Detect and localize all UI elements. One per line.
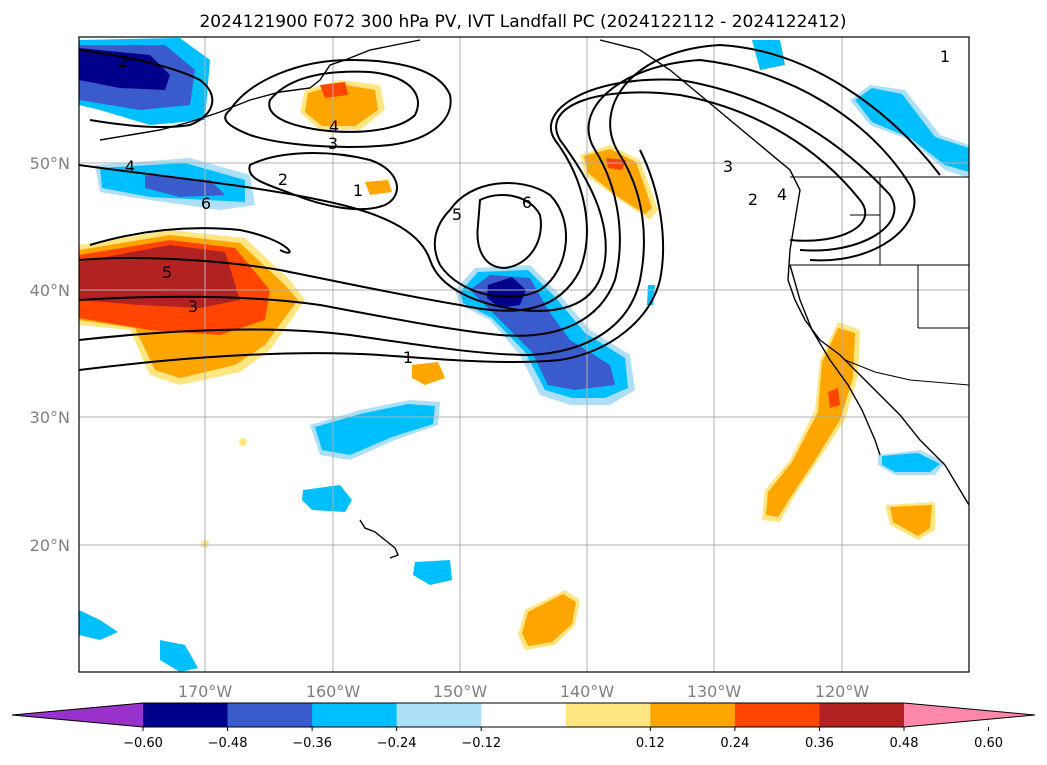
contour-3 (79, 58, 916, 337)
shade-pos-baja (766, 328, 855, 517)
coast-alaska-aleutians (99, 39, 421, 141)
border-us-mexico (844, 359, 969, 386)
contour-closed-48n (248, 152, 398, 211)
map-frame (78, 36, 970, 673)
shade-neg-mexico (882, 453, 940, 472)
shade-pos-goa (584, 149, 652, 214)
lat-label-30n: 30°N (30, 408, 70, 427)
shade-neg-sw-1 (79, 610, 118, 640)
lon-label-150w: 150°W (433, 682, 488, 701)
colorbar-segment (650, 703, 736, 727)
shade-pos-alaska (305, 84, 378, 126)
contour-2 (79, 78, 896, 312)
colorbar-segment (565, 703, 651, 727)
contour-label: 3 (723, 157, 733, 176)
colorbar-tick-label: −0.60 (123, 736, 163, 751)
lat-label-50n: 50°N (30, 154, 70, 173)
gridlines (79, 37, 969, 672)
map-panel: 2 4 6 5 3 1 4 3 2 1 5 6 3 2 4 1 (78, 36, 970, 673)
border-state-5 (850, 214, 881, 265)
contour-west-low (89, 227, 291, 254)
contour-label: 3 (328, 134, 338, 153)
colorbar-segment (312, 703, 398, 727)
pv-contours (79, 43, 941, 371)
contour-nw (79, 49, 214, 129)
colorbar-tick-label: 0.12 (636, 736, 665, 751)
shade-neg-hawaii (413, 560, 452, 585)
contour-closed-55n (224, 58, 452, 148)
contour-label: 4 (777, 185, 787, 204)
colorbar-tick-label: 0.36 (805, 736, 834, 751)
contour-label-group: 2 4 6 5 3 1 4 3 2 1 5 6 3 2 4 1 (118, 47, 950, 367)
colorbar-segment (227, 703, 313, 727)
contour-label: 3 (188, 297, 198, 316)
colorbar-tick-label: −0.24 (377, 736, 417, 751)
colorbar-tick-label: 0.48 (890, 736, 919, 751)
shade-neg-nw-3 (79, 48, 170, 90)
contour-4 (79, 43, 941, 357)
coast-na-west (599, 39, 969, 506)
lat-label-40n: 40°N (30, 281, 70, 300)
shade-pos-baja-inner (828, 388, 840, 408)
shade-neg-central-3 (487, 277, 526, 308)
lon-label-130w: 130°W (687, 682, 742, 701)
colorbar-segment (734, 703, 820, 727)
contour-label: 1 (353, 181, 363, 200)
contour-label: 4 (125, 157, 135, 176)
contour-label: 2 (118, 52, 128, 71)
contour-label: 2 (748, 190, 758, 209)
shade-pos-small-2 (412, 362, 445, 385)
contour-label: 5 (162, 263, 172, 282)
contour-label: 5 (452, 205, 462, 224)
colorbar-extend-low (12, 703, 143, 727)
coastlines (99, 39, 969, 559)
colorbar-tick-label: −0.12 (461, 736, 501, 751)
colorbar-tick-label: 0.24 (720, 736, 749, 751)
contour-label: 4 (329, 117, 339, 136)
shade-neg-canada-n (752, 40, 785, 70)
lon-labels: 170°W 160°W 150°W 140°W 130°W 120°W (178, 682, 870, 701)
shade-pos-mexico (890, 505, 932, 536)
shade-pos-small-1 (365, 180, 392, 195)
shade-pos-alaska-inner (320, 82, 348, 98)
shade-pos-15n (522, 594, 576, 646)
contour-1 (79, 91, 867, 312)
colorbar-tick-label: −0.36 (292, 736, 332, 751)
colorbar-segment (481, 703, 567, 727)
shade-pos-goa-inner (606, 158, 626, 170)
borders (790, 176, 969, 386)
contour-label: 1 (940, 47, 950, 66)
coast-baja (789, 264, 881, 456)
colorbar-segment (819, 703, 905, 727)
contour-label: 6 (201, 194, 211, 213)
contour-closed-55n-inner (268, 70, 419, 133)
lon-label-170w: 170°W (178, 682, 233, 701)
contour-closed-45n-outer (433, 182, 567, 298)
contour-label: 2 (278, 170, 288, 189)
lon-label-160w: 160°W (306, 682, 361, 701)
shade-neg-sw-2 (160, 640, 198, 672)
lon-label-140w: 140°W (560, 682, 615, 701)
contour-label: 1 (403, 348, 413, 367)
colorbar-segment (396, 703, 482, 727)
shade-dot-1 (239, 438, 247, 446)
coast-hawaii (359, 519, 399, 559)
colorbar-tick-label: 0.60 (974, 736, 1003, 751)
lat-label-20n: 20°N (30, 536, 70, 555)
colorbar: −0.60 −0.48 −0.36 −0.24 −0.12 0.12 0.24 0.36 0.4… (11, 702, 1036, 751)
lat-labels: 50°N 40°N 30°N 20°N (30, 154, 70, 555)
shade-neg-25n (302, 485, 352, 512)
contour-label: 6 (522, 193, 532, 212)
contour-5 (79, 149, 665, 371)
colorbar-extend-high (904, 703, 1035, 727)
map-title: 2024121900 F072 300 hPa PV, IVT Landfall… (199, 12, 846, 32)
colorbar-segment (143, 703, 229, 727)
colorbar-tick-label: −0.48 (208, 736, 248, 751)
contour-closed-45n (476, 194, 542, 270)
lon-label-120w: 120°W (815, 682, 870, 701)
shade-neg-canada (855, 88, 969, 172)
